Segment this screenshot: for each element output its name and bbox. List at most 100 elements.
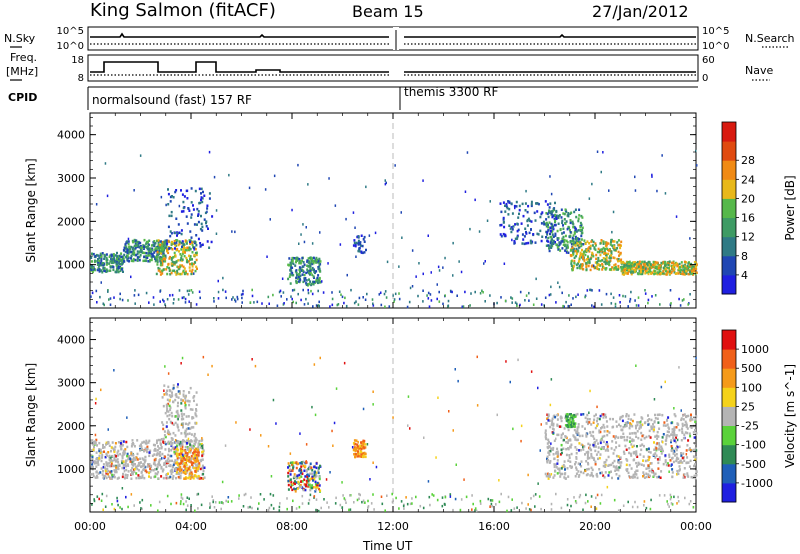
ground-echo — [359, 493, 361, 497]
echo-cell — [105, 270, 108, 273]
echo-cell — [609, 256, 612, 260]
echo-cell — [613, 247, 616, 250]
echo-cell — [191, 241, 194, 244]
echo-cell — [161, 248, 164, 251]
echo-cell — [631, 445, 634, 449]
echo-cell — [193, 455, 196, 458]
echo-cell — [184, 440, 187, 444]
ground-echo — [570, 303, 572, 306]
scatter-echo — [104, 162, 107, 165]
echo-cell — [559, 472, 562, 476]
echo-cell — [201, 243, 204, 246]
echo-cell — [662, 267, 665, 270]
echo-cell — [579, 263, 582, 266]
scatter-echo — [311, 405, 313, 409]
ground-echo — [403, 507, 405, 510]
echo-cell — [684, 273, 686, 276]
echo-cell — [611, 244, 614, 247]
echo-cell — [353, 239, 356, 242]
echo-cell — [694, 428, 696, 432]
echo-cell — [601, 262, 604, 266]
echo-cell — [174, 190, 177, 194]
echo-cell — [675, 459, 678, 463]
echo-cell — [586, 240, 589, 243]
ground-echo — [474, 290, 476, 294]
ground-echo — [198, 290, 201, 293]
echo-cell — [143, 465, 146, 468]
scatter-echo — [334, 204, 337, 207]
echo-cell — [167, 453, 170, 457]
ground-echo — [428, 305, 431, 308]
echo-cell — [126, 474, 129, 477]
echo-cell — [652, 453, 655, 456]
echo-cell — [548, 441, 550, 444]
echo-cell — [161, 241, 164, 244]
echo-cell — [581, 425, 584, 428]
echo-cell — [110, 462, 113, 466]
echo-cell — [200, 244, 203, 247]
echo-cell — [126, 251, 129, 254]
echo-cell — [562, 432, 564, 435]
echo-cell — [164, 455, 167, 459]
scatter-echo — [303, 240, 306, 244]
echo-cell — [689, 265, 692, 268]
ground-echo — [301, 494, 304, 498]
echo-cell — [170, 394, 173, 398]
echo-cell — [129, 248, 131, 251]
echo-cell — [584, 469, 587, 473]
echo-cell — [288, 464, 291, 468]
ground-echo — [651, 295, 653, 298]
echo-cell — [572, 234, 575, 237]
echo-cell — [636, 421, 639, 424]
echo-cell — [200, 198, 202, 202]
echo-cell — [105, 256, 108, 260]
echo-cell — [660, 272, 662, 275]
echo-cell — [174, 255, 177, 258]
ground-echo — [550, 508, 553, 511]
echo-cell — [299, 471, 302, 475]
echo-cell — [622, 425, 625, 429]
echo-cell — [311, 469, 314, 472]
echo-cell — [358, 250, 361, 253]
echo-cell — [354, 449, 357, 453]
echo-cell — [644, 269, 647, 272]
echo-cell — [296, 474, 299, 477]
echo-cell — [673, 271, 676, 274]
ground-echo — [384, 509, 386, 512]
ground-echo — [643, 504, 645, 507]
echo-cell — [599, 249, 601, 252]
echo-cell — [358, 455, 360, 458]
echo-cell — [210, 240, 213, 244]
echo-cell — [595, 453, 598, 456]
echo-cell — [177, 223, 180, 226]
echo-cell — [681, 431, 684, 435]
echo-cell — [565, 435, 567, 439]
echo-cell — [604, 471, 607, 474]
echo-cell — [174, 446, 177, 449]
echo-cell — [166, 398, 169, 402]
echo-cell — [107, 451, 110, 454]
echo-cell — [655, 434, 658, 437]
scatter-echo — [106, 194, 109, 198]
echo-cell — [619, 464, 622, 467]
echo-cell — [647, 450, 650, 453]
echo-cell — [592, 474, 595, 478]
echo-cell — [185, 189, 188, 193]
echo-cell — [579, 251, 582, 255]
echo-cell — [621, 414, 624, 418]
ground-echo — [528, 508, 531, 511]
echo-cell — [289, 268, 292, 271]
echo-cell — [97, 472, 100, 475]
echo-cell — [629, 452, 632, 456]
echo-cell — [169, 432, 172, 436]
echo-cell — [678, 428, 681, 432]
echo-cell — [597, 256, 600, 260]
echo-cell — [675, 453, 678, 456]
scatter-echo — [401, 236, 403, 239]
echo-cell — [102, 443, 104, 447]
echo-cell — [658, 272, 661, 276]
ground-echo — [358, 296, 361, 300]
ground-echo — [540, 303, 543, 306]
echo-cell — [200, 477, 203, 480]
echo-cell — [575, 247, 578, 251]
